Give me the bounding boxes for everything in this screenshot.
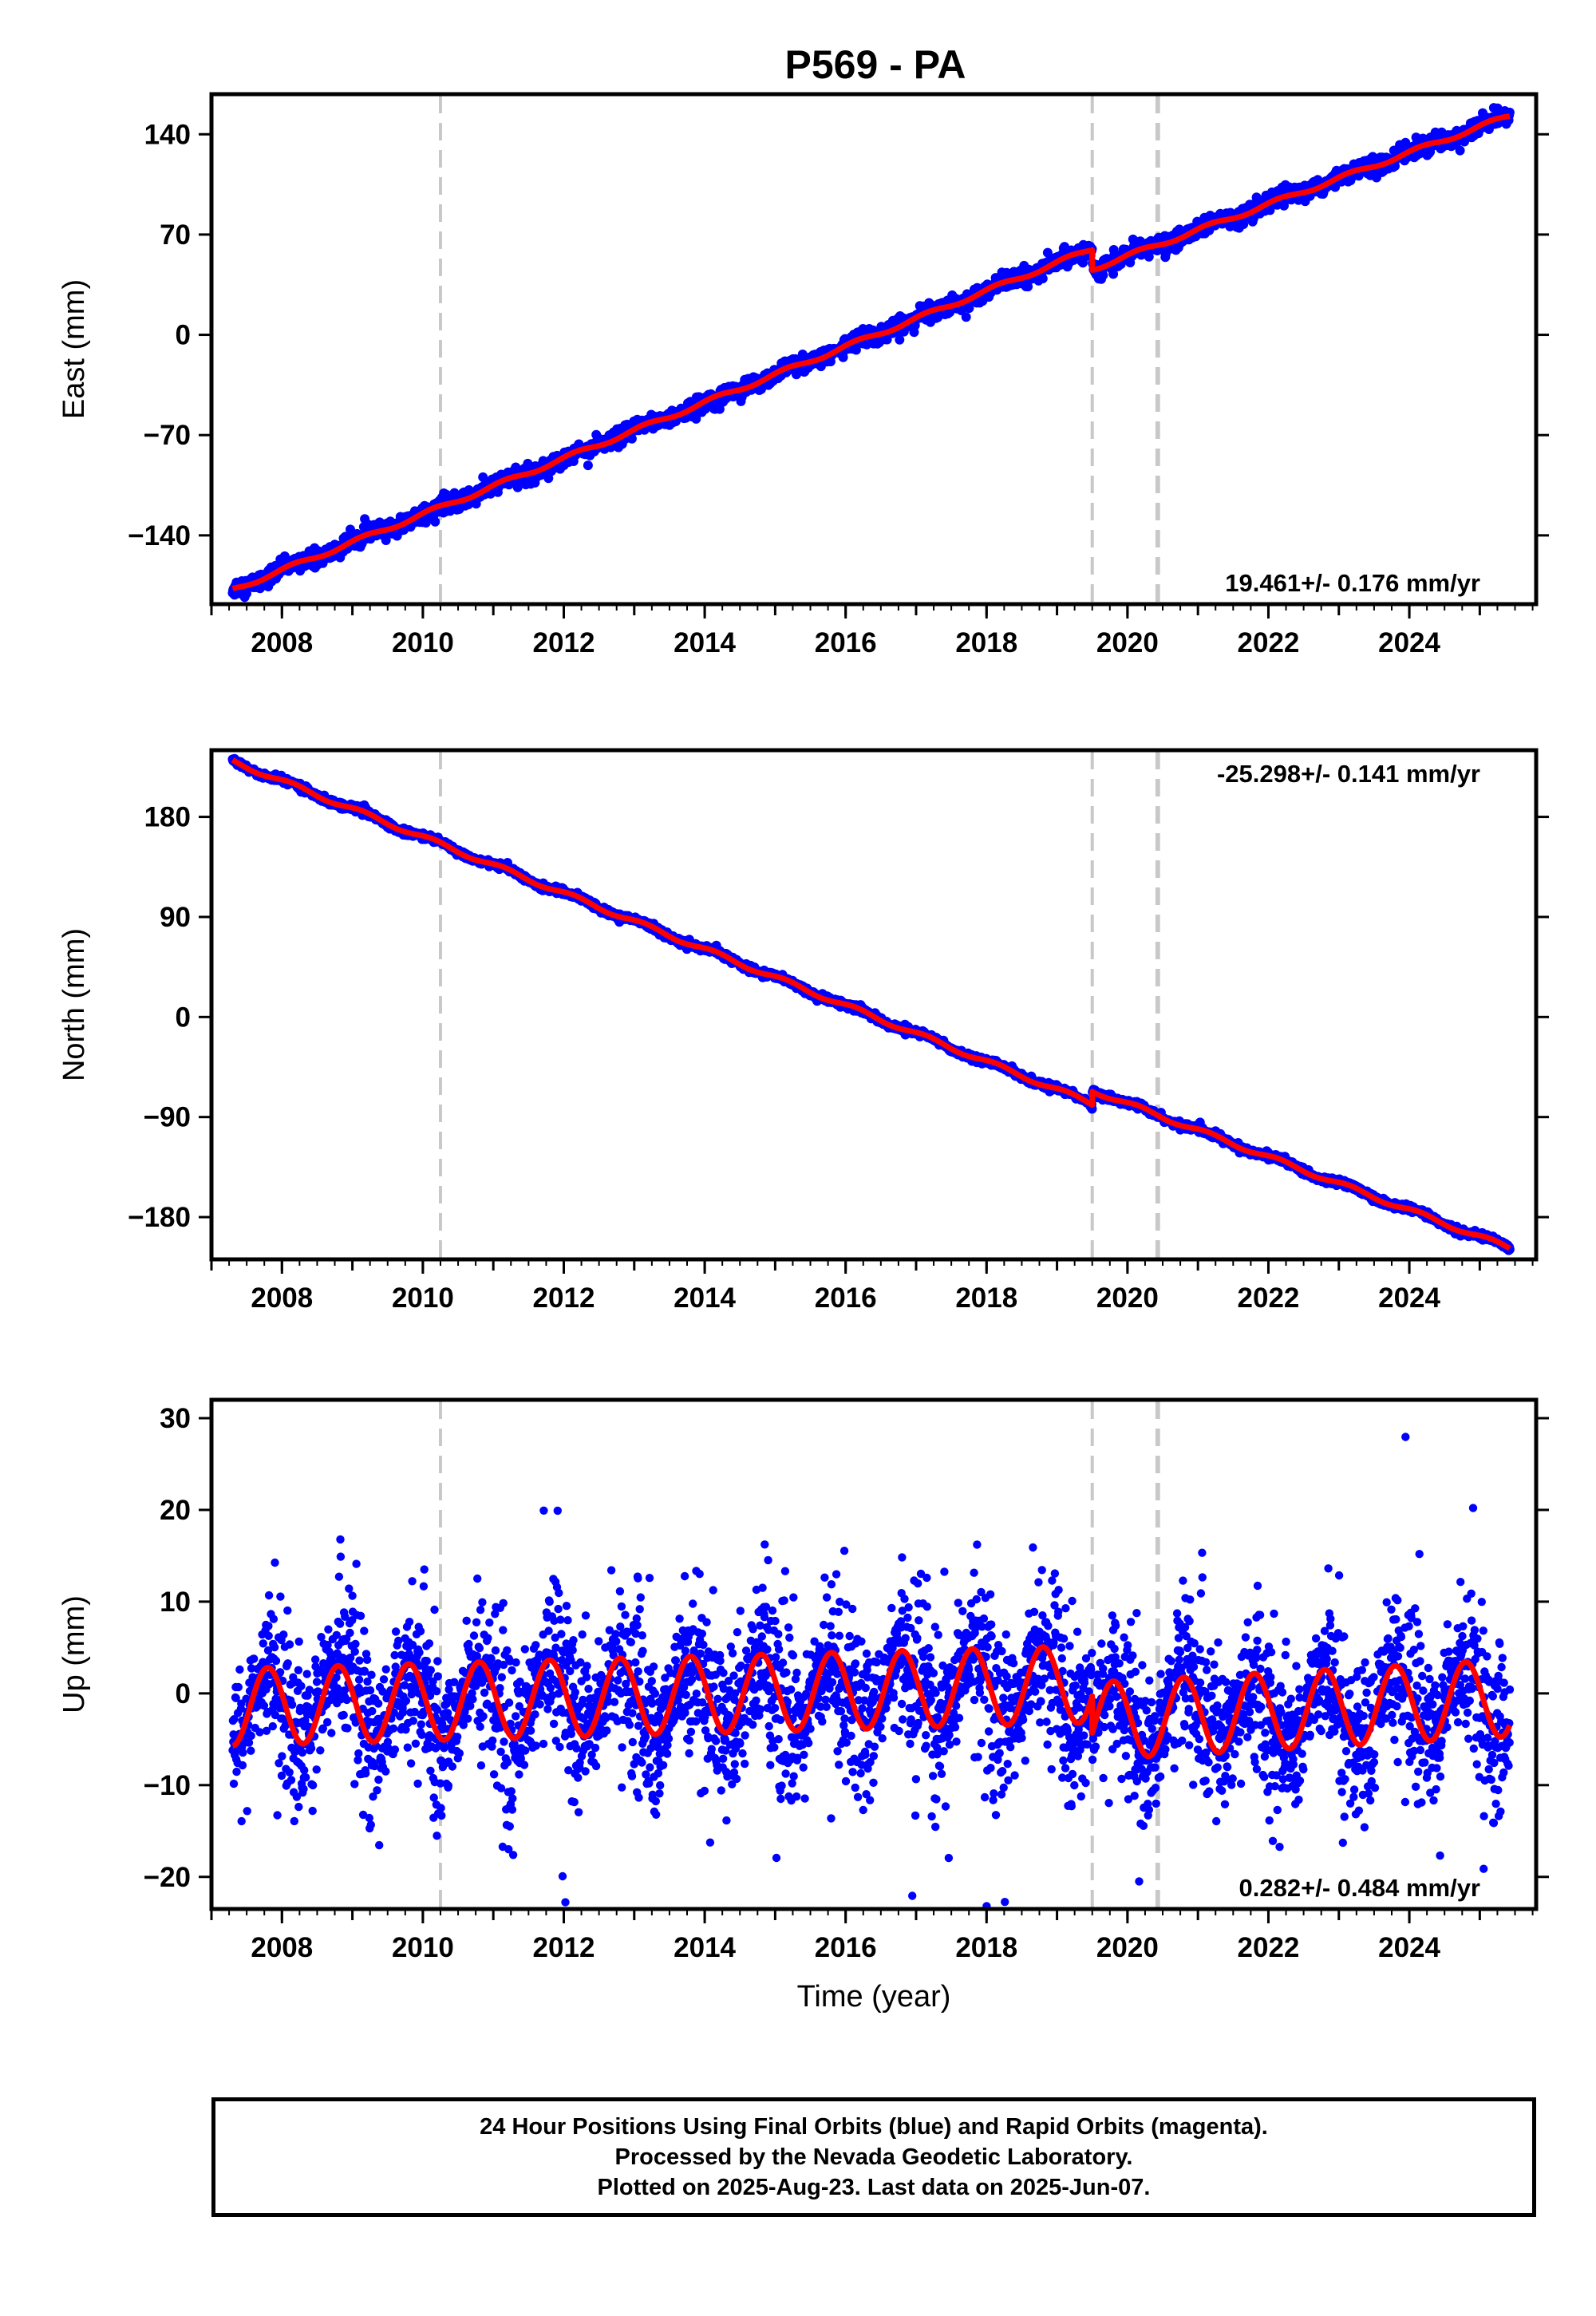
y-tick-label: 70 — [160, 219, 191, 251]
y-tick-label: −70 — [144, 420, 191, 451]
x-tick-label: 2010 — [392, 627, 454, 658]
rate-annotation: 19.461+/- 0.176 mm/yr — [1225, 569, 1480, 597]
data-point — [243, 1807, 251, 1816]
data-point — [259, 1639, 267, 1648]
data-point — [247, 1746, 255, 1755]
data-point — [478, 472, 488, 482]
data-point — [626, 433, 637, 444]
y-tick-label: 0 — [176, 320, 191, 351]
x-tick-label: 2008 — [251, 1282, 313, 1314]
x-tick-label: 2008 — [251, 627, 313, 658]
y-tick-label: −140 — [128, 520, 191, 551]
x-tick-label: 2012 — [533, 1282, 595, 1314]
x-tick-label: 2012 — [533, 627, 595, 658]
data-point — [247, 1731, 255, 1741]
data-point — [895, 334, 905, 345]
y-tick-label: 140 — [144, 119, 191, 150]
data-point — [961, 312, 971, 322]
data-point — [234, 1682, 243, 1692]
y-tick-label: −180 — [128, 1202, 191, 1233]
x-tick-label: 2022 — [1238, 627, 1300, 658]
data-point — [238, 1761, 247, 1770]
y-tick-label: −90 — [144, 1102, 191, 1133]
east-panel: 140 70 0 −70 −140 2008 2010 2012 2014 2016 2018 202… — [57, 92, 1549, 658]
x-tick-label: 2020 — [1096, 1282, 1159, 1314]
data-point — [239, 1748, 247, 1757]
x-tick-label: 2024 — [1378, 1282, 1440, 1314]
data-point — [250, 1654, 259, 1663]
x-tick-label: 2018 — [955, 1282, 1017, 1314]
y-tick-label: 180 — [144, 802, 191, 833]
data-point — [237, 1816, 246, 1826]
data-point — [232, 1767, 241, 1777]
data-point — [838, 352, 848, 362]
data-points — [227, 103, 1515, 603]
data-point — [512, 482, 523, 492]
data-point — [1455, 145, 1465, 156]
x-tick-label: 2014 — [674, 1282, 736, 1314]
data-point — [264, 1622, 273, 1630]
north-panel: 180 90 0 −90 −180 2008 2010 2012 2014 2016 2018 202… — [57, 748, 1549, 1314]
y-axis-label: East (mm) — [57, 279, 91, 419]
data-point — [264, 1631, 273, 1640]
x-tick-label: 2010 — [392, 1282, 454, 1314]
x-tick-label: 2020 — [1096, 627, 1159, 658]
y-tick-label: 0 — [176, 1002, 191, 1033]
y-tick-label: 90 — [160, 902, 191, 933]
x-tick-label: 2022 — [1238, 1282, 1300, 1314]
rate-annotation: -25.298+/- 0.141 mm/yr — [1217, 760, 1480, 788]
x-tick-label: 2016 — [815, 1282, 877, 1314]
data-point — [242, 588, 251, 599]
data-point — [1098, 270, 1108, 280]
data-point — [430, 516, 440, 527]
x-tick-label: 2024 — [1378, 627, 1440, 658]
chart-title: P569 - PA — [785, 42, 966, 87]
x-tick-label: 2016 — [815, 627, 877, 658]
x-tick-label: 2014 — [674, 627, 736, 658]
y-axis-label: North (mm) — [57, 928, 91, 1081]
x-tick-label: 2018 — [955, 627, 1017, 658]
data-point — [583, 460, 593, 471]
data-point — [235, 1665, 244, 1674]
data-point — [229, 1779, 239, 1788]
